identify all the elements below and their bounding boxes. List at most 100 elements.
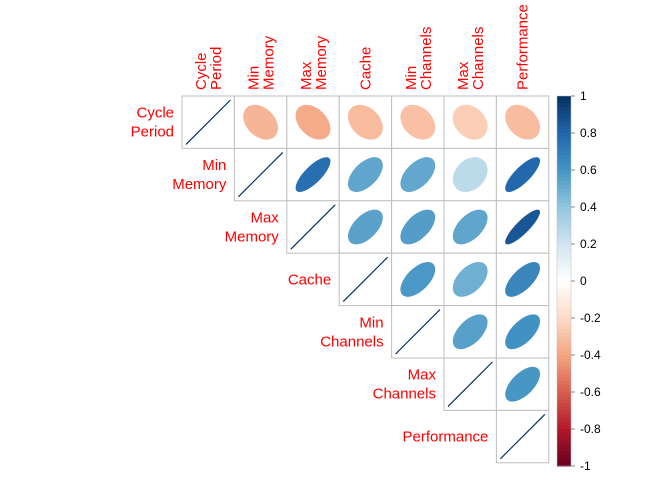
- colorbar-segment: [557, 440, 571, 445]
- colorbar-segment: [557, 232, 571, 238]
- colorbar-segment: [557, 269, 571, 275]
- ellipse-1-3: [347, 157, 383, 193]
- row-label-line: Channels: [320, 333, 383, 350]
- row-label-line: Channels: [373, 386, 436, 403]
- ellipse-5-6: [505, 366, 541, 402]
- ellipse-0-2: [295, 104, 331, 140]
- row-label-3: Cache: [288, 271, 331, 288]
- colorbar-segment: [557, 447, 571, 452]
- ellipse-2-3: [347, 209, 383, 245]
- col-label-0: CyclePeriod: [193, 47, 225, 90]
- colorbar-segment: [557, 358, 571, 363]
- colorbar-segment: [557, 340, 571, 345]
- colorbar-segment: [557, 425, 571, 430]
- row-labels: Cycle Period Min Memory Max Memory Cache Min Cha…: [131, 105, 489, 446]
- ellipse-4-5: [452, 314, 488, 350]
- diagonal-line-6: [499, 413, 546, 460]
- col-label-line: Min: [246, 66, 263, 90]
- colorbar-segment: [557, 392, 571, 397]
- colorbar-segment: [557, 110, 571, 116]
- colorbar-segment: [557, 406, 571, 412]
- colorbar-segment: [557, 310, 571, 315]
- colorbar-segment: [557, 336, 571, 341]
- colorbar-segment: [557, 225, 571, 230]
- colorbar-segment: [557, 136, 571, 141]
- colorbar-segment: [557, 288, 571, 293]
- col-label-line: Performance: [515, 4, 532, 90]
- row-label-6: Performance: [403, 429, 489, 446]
- colorbar-segment: [557, 325, 571, 330]
- colorbar-segment: [557, 380, 571, 386]
- col-label-line: Memory: [313, 35, 330, 90]
- colorbar-segment: [557, 140, 571, 145]
- colorbar-segment: [557, 129, 571, 134]
- colorbar-segment: [557, 229, 571, 234]
- colorbar-segment: [557, 173, 571, 178]
- colorbar-tick-label: 0.8: [580, 126, 597, 140]
- row-label-line: Memory: [172, 176, 227, 193]
- colorbar-segment: [557, 299, 571, 304]
- colorbar-tick-label: 1: [580, 89, 587, 103]
- colorbar-segment: [557, 417, 571, 423]
- col-label-line: Channels: [470, 27, 487, 90]
- colorbar-segment: [557, 247, 571, 252]
- colorbar-segment: [557, 162, 571, 167]
- ellipse-0-3: [347, 104, 383, 140]
- colorbar-tick-label: -0.4: [580, 348, 601, 362]
- row-label-line: Memory: [225, 229, 280, 246]
- colorbar-segment: [557, 332, 571, 338]
- row-label-4: Min Channels: [320, 314, 383, 350]
- ellipse-0-1: [243, 104, 279, 140]
- colorbar-tick-label: -1: [580, 459, 591, 473]
- row-label-line: Min: [359, 314, 383, 331]
- row-label-5: Max Channels: [373, 367, 437, 403]
- colorbar-segment: [557, 218, 571, 223]
- colorbar-segment: [557, 199, 571, 204]
- colorbar-segment: [557, 410, 571, 415]
- colorbar-segment: [557, 306, 571, 312]
- col-label-line: Channels: [418, 27, 435, 90]
- row-label-1: Min Memory: [172, 157, 227, 193]
- colorbar-segment: [557, 454, 571, 460]
- ellipse-0-5: [452, 104, 488, 140]
- colorbar-segment: [557, 262, 571, 267]
- ellipse-1-2: [295, 157, 331, 193]
- colorbar-segment: [557, 362, 571, 367]
- colorbar-segment: [557, 144, 571, 149]
- colorbar-segment: [557, 184, 571, 190]
- column-labels: CyclePeriod MinMemory MaxMemory Cache MinCha…: [193, 4, 531, 90]
- colorbar-segment: [557, 436, 571, 441]
- row-label-line: Min: [202, 157, 226, 174]
- colorbar-segment: [557, 207, 571, 212]
- row-label-line: Max: [408, 367, 437, 384]
- colorbar-segment: [557, 343, 571, 349]
- colorbar-segment: [557, 277, 571, 282]
- ellipse-2-5: [452, 209, 488, 245]
- colorbar-segment: [557, 284, 571, 289]
- colorbar-segment: [557, 373, 571, 378]
- colorbar-segment: [557, 395, 571, 400]
- row-label-2: Max Memory: [225, 210, 280, 246]
- colorbar-segment: [557, 107, 571, 112]
- colorbar-segment: [557, 125, 571, 130]
- colorbar-segment: [557, 399, 571, 404]
- colorbar-segment: [557, 240, 571, 245]
- col-label-2: MaxMemory: [298, 35, 330, 90]
- colorbar-segment: [557, 114, 571, 119]
- colorbar-segment: [557, 295, 571, 301]
- colorbar-segment: [557, 314, 571, 319]
- colorbar-segment: [557, 203, 571, 208]
- colorbar-tick-label: -0.2: [580, 311, 601, 325]
- col-label-4: MinChannels: [403, 27, 435, 90]
- colorbar-segment: [557, 303, 571, 308]
- colorbar-segment: [557, 443, 571, 449]
- colorbar-segment: [557, 166, 571, 171]
- colorbar-tick-label: 0: [580, 274, 587, 288]
- colorbar-segment: [557, 451, 571, 456]
- colorbar-segment: [557, 281, 571, 286]
- ellipse-1-4: [400, 157, 436, 193]
- colorbar-segment: [557, 266, 571, 271]
- colorbar-segment: [557, 258, 571, 264]
- colorbar-segment: [557, 236, 571, 241]
- colorbar-segment: [557, 366, 571, 371]
